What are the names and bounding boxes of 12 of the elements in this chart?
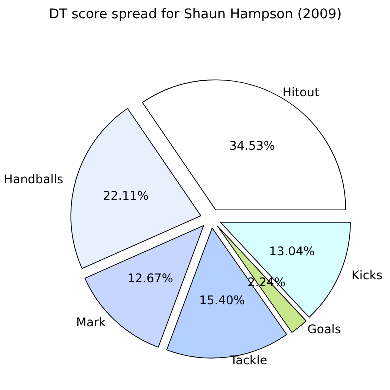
data-label: 15.40% — [199, 293, 246, 308]
slice-label: Tackle — [229, 353, 268, 368]
slice-label: Kicks — [352, 268, 383, 283]
data-label: 12.67% — [128, 272, 174, 286]
slice-label: Goals — [308, 322, 342, 337]
slice-label: Mark — [76, 316, 106, 330]
slice-label: Handballs — [4, 172, 64, 187]
data-label: 22.11% — [103, 189, 149, 204]
chart-title: DT score spread for Shaun Hampson (2009) — [49, 8, 342, 22]
data-label: 34.53% — [230, 138, 276, 153]
slice-label: Hitout — [282, 85, 320, 100]
data-label: 13.04% — [269, 244, 316, 258]
